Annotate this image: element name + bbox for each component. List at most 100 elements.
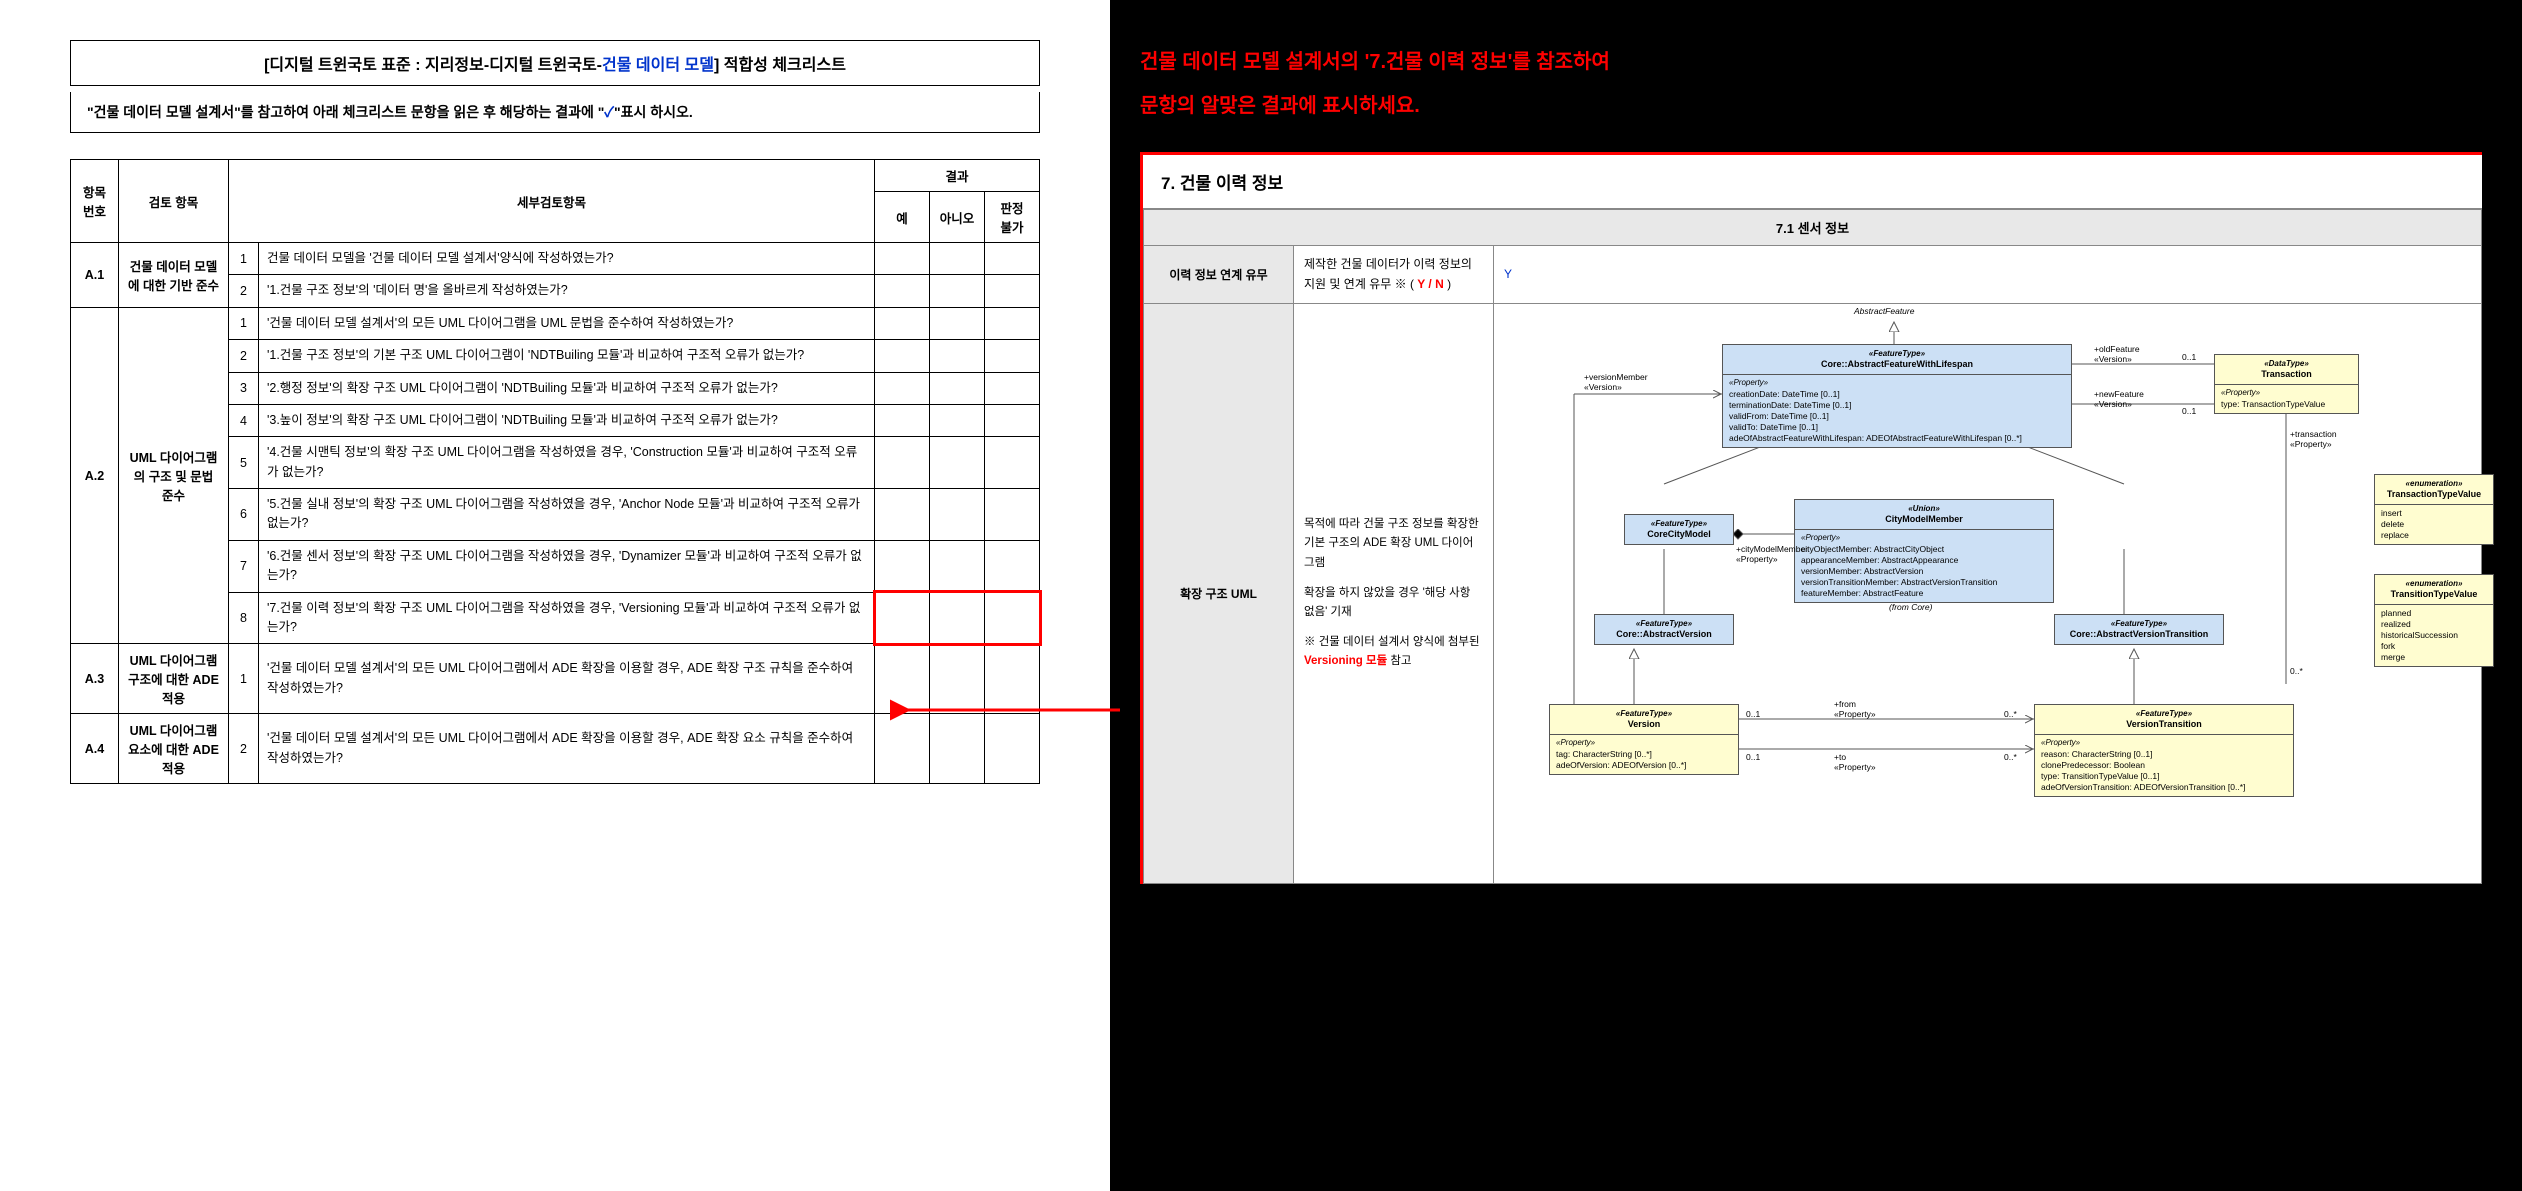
item-no-cell: A.2 [71, 307, 119, 644]
col-yes: 예 [875, 192, 930, 243]
uml-transtypevalue: «enumeration»TransactionTypeValue insert… [2374, 474, 2494, 546]
result-yes-cell[interactable] [875, 489, 930, 541]
category-cell: UML 다이어그램 요소에 대한 ADE 적용 [119, 714, 229, 784]
col-detail: 세부검토항목 [229, 160, 875, 243]
subitem-no-cell: 7 [229, 540, 259, 592]
result-na-cell[interactable] [985, 243, 1040, 275]
row2-desc: 목적에 따라 건물 구조 정보를 확장한 기본 구조의 ADE 확장 UML 다… [1294, 303, 1494, 883]
row1-desc: 제작한 건물 데이터가 이력 정보의 지원 및 연계 유무 ※ ( Y / N … [1294, 246, 1494, 304]
col-no: 아니오 [930, 192, 985, 243]
right-instruction: 건물 데이터 모델 설계서의 '7.건물 이력 정보'를 참조하여 문항의 알맞… [1140, 40, 2482, 128]
row1-label: 이력 정보 연계 유무 [1144, 246, 1294, 304]
subsection-title: 7.1 센서 정보 [1144, 210, 2482, 246]
result-no-cell[interactable] [930, 644, 985, 714]
result-na-cell[interactable] [985, 307, 1040, 339]
result-na-cell[interactable] [985, 404, 1040, 436]
uml-transitiontypevalue: «enumeration»TransitionTypeValue planned… [2374, 574, 2494, 668]
detail-cell: 건물 데이터 모델을 '건물 데이터 모델 설계서'양식에 작성하였는가? [259, 243, 875, 275]
table-row: A.2UML 다이어그램의 구조 및 문법 준수1'건물 데이터 모델 설계서'… [71, 307, 1040, 339]
result-no-cell[interactable] [930, 592, 985, 644]
result-yes-cell[interactable] [875, 275, 930, 307]
detail-cell: '2.행정 정보'의 확장 구조 UML 다이어그램이 'NDTBuiling … [259, 372, 875, 404]
result-no-cell[interactable] [930, 540, 985, 592]
category-cell: UML 다이어그램의 구조 및 문법 준수 [119, 307, 229, 644]
header-title-box: [디지털 트윈국토 표준 : 지리정보-디지털 트윈국토-건물 데이터 모델] … [70, 40, 1040, 86]
row2-label: 확장 구조 UML [1144, 303, 1294, 883]
item-no-cell: A.4 [71, 714, 119, 784]
detail-cell: '건물 데이터 모델 설계서'의 모든 UML 다이어그램에서 ADE 확장을 … [259, 714, 875, 784]
result-na-cell[interactable] [985, 540, 1040, 592]
detail-cell: '4.건물 시맨틱 정보'의 확장 구조 UML 다이어그램을 작성하였을 경우… [259, 437, 875, 489]
col-review-item: 검토 항목 [119, 160, 229, 243]
result-no-cell[interactable] [930, 372, 985, 404]
uml-versiontransition: «FeatureType»VersionTransition «Property… [2034, 704, 2294, 797]
result-na-cell[interactable] [985, 714, 1040, 784]
category-cell: UML 다이어그램 구조에 대한 ADE 적용 [119, 644, 229, 714]
col-item-no: 항목 번호 [71, 160, 119, 243]
result-na-cell[interactable] [985, 340, 1040, 372]
result-na-cell[interactable] [985, 275, 1040, 307]
table-row: A.4UML 다이어그램 요소에 대한 ADE 적용2'건물 데이터 모델 설계… [71, 714, 1040, 784]
uml-core-absversion: «FeatureType»Core::AbstractVersion [1594, 614, 1734, 645]
detail-cell: '5.건물 실내 정보'의 확장 구조 UML 다이어그램을 작성하였을 경우,… [259, 489, 875, 541]
uml-diagram-cell: AbstractFeature «FeatureType»Core::Abstr… [1494, 303, 2482, 883]
table-row: A.1건물 데이터 모델에 대한 기반 준수1건물 데이터 모델을 '건물 데이… [71, 243, 1040, 275]
result-yes-cell[interactable] [875, 714, 930, 784]
detail-cell: '6.건물 센서 정보'의 확장 구조 UML 다이어그램을 작성하였을 경우,… [259, 540, 875, 592]
result-no-cell[interactable] [930, 437, 985, 489]
result-no-cell[interactable] [930, 275, 985, 307]
check-mark: ✓ [604, 104, 614, 120]
detail-cell: '1.건물 구조 정보'의 '데이터 명'을 올바르게 작성하였는가? [259, 275, 875, 307]
checklist-panel: [디지털 트윈국토 표준 : 지리정보-디지털 트윈국토-건물 데이터 모델] … [0, 0, 1110, 1191]
detail-cell: '7.건물 이력 정보'의 확장 구조 UML 다이어그램을 작성하였을 경우,… [259, 592, 875, 644]
uml-core-afwl: «FeatureType»Core::AbstractFeatureWithLi… [1722, 344, 2072, 448]
right-instruction-line2: 문항의 알맞은 결과에 표시하세요. [1140, 84, 2482, 128]
subitem-no-cell: 6 [229, 489, 259, 541]
category-cell: 건물 데이터 모델에 대한 기반 준수 [119, 243, 229, 308]
instruction-box: "건물 데이터 모델 설계서"를 참고하여 아래 체크리스트 문항을 읽은 후 … [70, 92, 1040, 133]
item-no-cell: A.1 [71, 243, 119, 308]
uml-corecitymodel: «FeatureType»CoreCityModel [1624, 514, 1734, 545]
result-no-cell[interactable] [930, 489, 985, 541]
row1-value[interactable]: Y [1494, 246, 2482, 304]
result-na-cell[interactable] [985, 592, 1040, 644]
detail-cell: '건물 데이터 모델 설계서'의 모든 UML 다이어그램을 UML 문법을 준… [259, 307, 875, 339]
subitem-no-cell: 5 [229, 437, 259, 489]
title-suffix: ] 적합성 체크리스트 [714, 57, 846, 74]
result-yes-cell[interactable] [875, 592, 930, 644]
uml-version: «FeatureType»Version «Property» tag: Cha… [1549, 704, 1739, 775]
result-no-cell[interactable] [930, 404, 985, 436]
subitem-no-cell: 4 [229, 404, 259, 436]
from-core-label: (from Core) [1889, 602, 1932, 612]
result-yes-cell[interactable] [875, 437, 930, 489]
result-no-cell[interactable] [930, 714, 985, 784]
col-na: 판정 불가 [985, 192, 1040, 243]
subitem-no-cell: 1 [229, 243, 259, 275]
result-na-cell[interactable] [985, 437, 1040, 489]
subitem-no-cell: 1 [229, 644, 259, 714]
right-instruction-line1: 건물 데이터 모델 설계서의 '7.건물 이력 정보'를 참조하여 [1140, 40, 2482, 84]
detail-cell: '건물 데이터 모델 설계서'의 모든 UML 다이어그램에서 ADE 확장을 … [259, 644, 875, 714]
subitem-no-cell: 2 [229, 714, 259, 784]
result-no-cell[interactable] [930, 340, 985, 372]
section-7-table: 7.1 센서 정보 이력 정보 연계 유무 제작한 건물 데이터가 이력 정보의… [1143, 209, 2482, 884]
result-yes-cell[interactable] [875, 307, 930, 339]
instruction-prefix: "건물 데이터 모델 설계서"를 참고하여 아래 체크리스트 문항을 읽은 후 … [87, 104, 604, 120]
result-yes-cell[interactable] [875, 340, 930, 372]
result-yes-cell[interactable] [875, 644, 930, 714]
subitem-no-cell: 3 [229, 372, 259, 404]
result-na-cell[interactable] [985, 644, 1040, 714]
result-no-cell[interactable] [930, 243, 985, 275]
result-na-cell[interactable] [985, 489, 1040, 541]
result-yes-cell[interactable] [875, 540, 930, 592]
subitem-no-cell: 2 [229, 275, 259, 307]
uml-core-absversiontrans: «FeatureType»Core::AbstractVersionTransi… [2054, 614, 2224, 645]
result-no-cell[interactable] [930, 307, 985, 339]
subitem-no-cell: 2 [229, 340, 259, 372]
result-na-cell[interactable] [985, 372, 1040, 404]
section-7-title: 7. 건물 이력 정보 [1143, 155, 2482, 209]
result-yes-cell[interactable] [875, 243, 930, 275]
abstract-feature-label: AbstractFeature [1854, 306, 1914, 316]
result-yes-cell[interactable] [875, 404, 930, 436]
result-yes-cell[interactable] [875, 372, 930, 404]
